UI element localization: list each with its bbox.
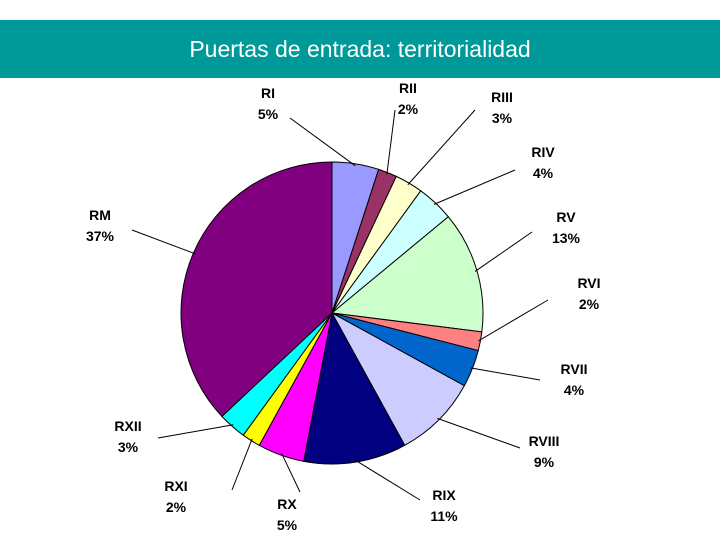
pie-slice-rix <box>303 311 406 465</box>
slice-percent-rviii: 9% <box>534 454 555 470</box>
slice-label-rix: RIX <box>432 487 456 503</box>
leader-line-rm <box>131 229 196 255</box>
slice-label-riv: RIV <box>531 144 555 160</box>
title-bar: Puertas de entrada: territorialidad <box>0 20 720 78</box>
slice-label-rviii: RVIII <box>529 433 560 449</box>
leader-line-rvi <box>478 299 549 342</box>
leader-line-rxii <box>157 424 234 439</box>
slice-label-rii: RII <box>399 80 417 96</box>
slice-label-ri: RI <box>261 85 275 101</box>
slice-label-rxii: RXII <box>114 418 141 434</box>
slice-percent-rxi: 2% <box>166 499 187 515</box>
slice-label-rm: RM <box>89 207 111 223</box>
slice-percent-rv: 13% <box>552 230 581 246</box>
slice-percent-rix: 11% <box>430 508 458 524</box>
leader-line-rviii <box>437 417 521 449</box>
leader-line-riii <box>407 109 476 186</box>
leader-line-rvii <box>470 367 541 381</box>
leader-line-rix <box>355 459 421 501</box>
leader-line-rxi <box>231 438 253 491</box>
slice-percent-rii: 2% <box>398 101 419 117</box>
slice-label-rvii: RVII <box>561 361 588 377</box>
leader-line-rii <box>386 109 396 175</box>
slide-title: Puertas de entrada: territorialidad <box>189 36 531 62</box>
slice-percent-rvi: 2% <box>579 296 600 312</box>
slice-label-rxi: RXI <box>164 478 187 494</box>
slice-percent-rx: 5% <box>277 517 298 533</box>
slice-label-riii: RIII <box>491 89 513 105</box>
slice-percent-rvii: 4% <box>564 382 585 398</box>
slice-percent-riii: 3% <box>492 110 513 126</box>
slice-label-rx: RX <box>277 496 297 512</box>
slice-percent-ri: 5% <box>258 106 279 122</box>
leader-line-ri <box>289 117 356 167</box>
slice-percent-riv: 4% <box>533 165 554 181</box>
pie-slice-rviii <box>330 311 466 447</box>
pie-slice-rv <box>330 216 484 333</box>
leader-line-rv <box>474 231 533 272</box>
leader-line-rx <box>281 452 301 493</box>
slice-percent-rm: 37% <box>86 228 115 244</box>
slice-percent-rxii: 3% <box>118 439 139 455</box>
slice-label-rv: RV <box>556 209 576 225</box>
leader-line-riv <box>433 169 516 205</box>
slice-label-rvi: RVI <box>577 275 600 291</box>
